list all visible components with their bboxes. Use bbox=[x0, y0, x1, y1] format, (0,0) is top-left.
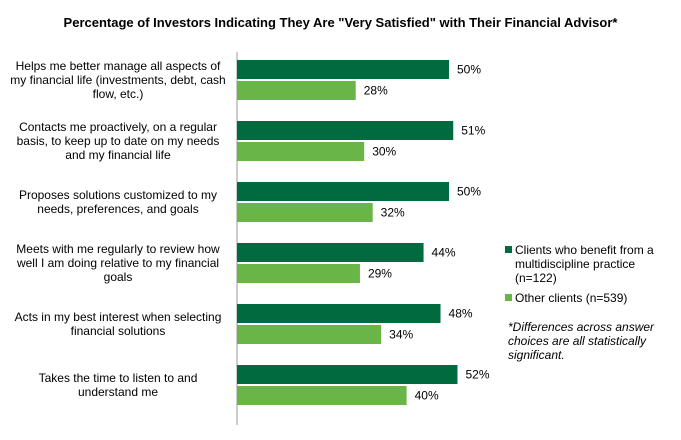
bar-multidiscipline-4 bbox=[237, 304, 441, 323]
bar-multidiscipline-0 bbox=[237, 60, 449, 79]
legend-label: Other clients (n=539) bbox=[515, 291, 628, 305]
bar-value-label: 32% bbox=[381, 206, 405, 220]
category-label: Proposes solutions customized to my need… bbox=[18, 188, 218, 216]
category-label: Contacts me proactively, on a regular ba… bbox=[16, 120, 220, 162]
category-label: Meets with me regularly to review how we… bbox=[16, 242, 220, 284]
bar-value-label: 52% bbox=[465, 368, 489, 382]
bar-value-label: 40% bbox=[415, 389, 439, 403]
bar-value-label: 29% bbox=[368, 267, 392, 281]
category-label: Takes the time to listen to and understa… bbox=[38, 371, 198, 399]
bar-value-label: 34% bbox=[389, 328, 413, 342]
significance-note: *Differences across answer choices are a… bbox=[508, 320, 655, 362]
legend-swatch bbox=[505, 246, 512, 253]
bar-value-label: 50% bbox=[457, 185, 481, 199]
bar-other-3 bbox=[237, 264, 360, 283]
bar-value-label: 48% bbox=[449, 307, 473, 321]
bar-value-label: 28% bbox=[364, 84, 388, 98]
bar-other-0 bbox=[237, 81, 356, 100]
bar-other-4 bbox=[237, 325, 382, 344]
bar-other-1 bbox=[237, 142, 365, 161]
bar-value-label: 44% bbox=[432, 246, 456, 260]
bar-value-label: 50% bbox=[457, 63, 481, 77]
bar-multidiscipline-3 bbox=[237, 243, 424, 262]
bar-multidiscipline-5 bbox=[237, 365, 458, 384]
chart-title: Percentage of Investors Indicating They … bbox=[63, 15, 618, 30]
bar-multidiscipline-2 bbox=[237, 182, 449, 201]
bar-value-label: 30% bbox=[372, 145, 396, 159]
legend-label: Clients who benefit from a multidiscipli… bbox=[515, 243, 654, 285]
category-label: Helps me better manage all aspects of my… bbox=[10, 59, 226, 101]
category-label: Acts in my best interest when selecting … bbox=[14, 310, 222, 338]
bar-other-5 bbox=[237, 386, 407, 405]
bar-value-label: 51% bbox=[461, 124, 485, 138]
bar-other-2 bbox=[237, 203, 373, 222]
bar-multidiscipline-1 bbox=[237, 121, 454, 140]
legend-swatch bbox=[505, 294, 512, 301]
